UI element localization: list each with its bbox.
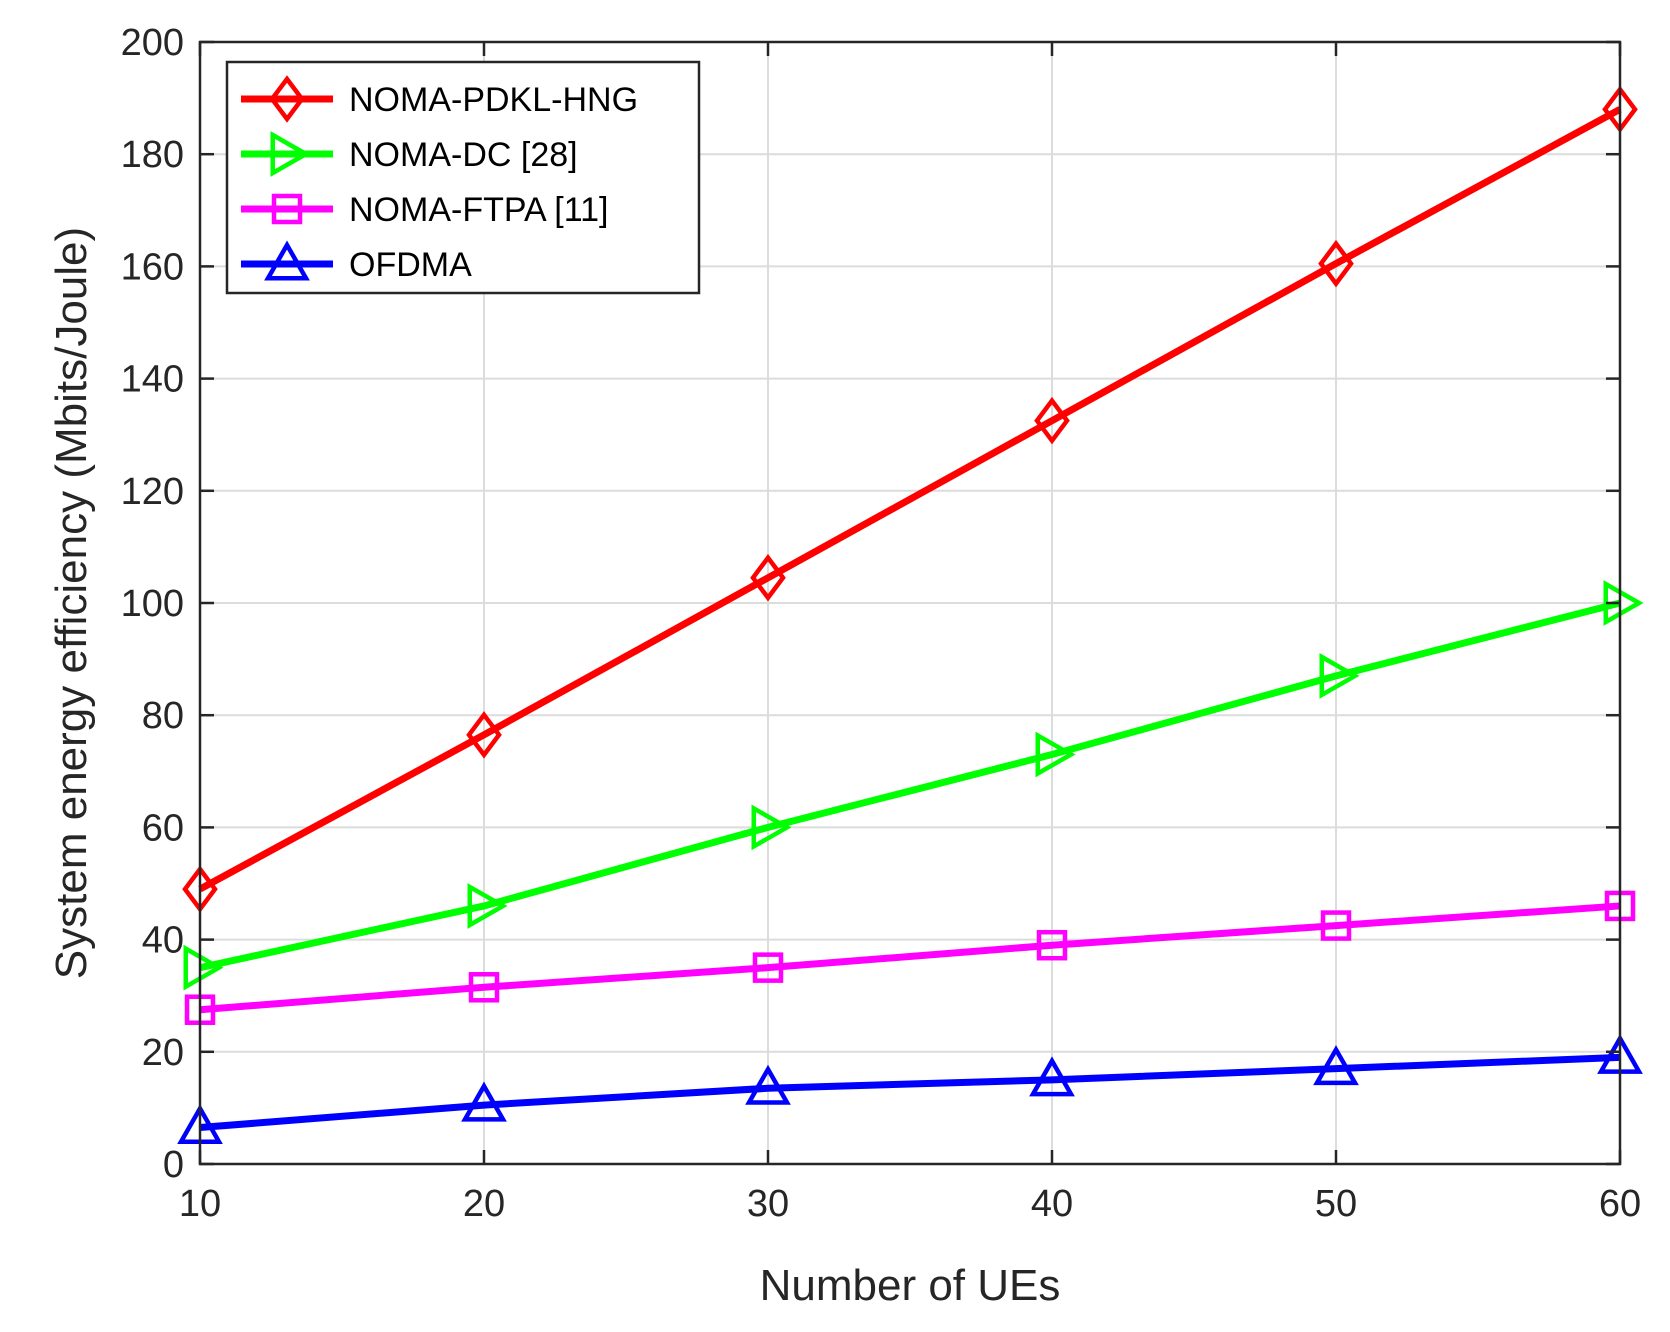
legend-box [225,60,701,295]
legend-marker [271,193,303,225]
legend-entry: NOMA-DC [28] [241,131,578,177]
y-tick-label: 180 [121,134,184,176]
legend-marker [269,75,305,123]
y-tick-label: 120 [121,471,184,513]
series-3 [184,890,1636,1025]
series-line [199,902,1621,1014]
data-point [461,1081,507,1122]
data-point [1036,929,1068,961]
legend-entry: NOMA-PDKL-HNG [241,75,638,123]
y-tick-label: 80 [142,695,184,737]
y-tick-label: 40 [142,920,184,962]
legend-label: OFDMA [349,246,472,284]
x-tick-label: 40 [1031,1183,1073,1225]
legend-label: NOMA-FTPA [11] [349,191,608,229]
series-line [199,1053,1621,1132]
data-point [183,944,224,991]
data-point [752,952,784,983]
data-point [1318,239,1354,288]
x-tick-label: 50 [1315,1183,1357,1225]
y-tick-label: 140 [121,359,184,401]
data-point [1319,653,1360,699]
data-point [1320,910,1352,941]
y-tick-label: 20 [142,1032,184,1074]
legend-marker [270,131,311,177]
y-tick-label: 160 [121,246,184,288]
axis-ticks: 10 20 30 40 50 60 0 20 40 60 80 100 120 140 160 180 200 [121,22,1642,1225]
y-tick-label: 100 [121,583,184,625]
legend-label: NOMA-DC [28] [349,136,578,174]
x-tick-label: 20 [463,1183,505,1225]
grid-lines [199,41,1621,1165]
legend-label: NOMA-PDKL-HNG [349,81,638,119]
series-line [198,106,1622,893]
series-line [199,599,1621,972]
data-point [1603,580,1644,626]
x-tick-label: 60 [1599,1183,1641,1225]
y-tick-label: 60 [142,807,184,849]
series-2 [183,580,1644,991]
legend-entry: OFDMA [241,240,472,284]
data-point [745,1064,791,1105]
data-point [467,883,508,929]
data-point [750,554,786,602]
data-series [177,85,1644,1145]
legend-marker [264,240,310,281]
legend-entry: NOMA-FTPA [11] [241,191,608,229]
y-tick-label: 200 [121,22,184,64]
data-point [466,711,502,759]
y-tick-label: 0 [163,1144,184,1186]
x-tick-label: 10 [179,1183,221,1225]
data-point [751,804,792,851]
data-point [1029,1056,1075,1097]
legend: NOMA-PDKL-HNG NOMA-DC [28] NOMA-FTPA [11] O… [225,60,701,295]
x-tick-label: 30 [747,1183,789,1225]
x-axis-title: Number of UEs [760,1261,1061,1310]
data-point [1034,396,1070,445]
data-point [468,972,500,1003]
data-point [1035,731,1076,778]
data-point [1313,1045,1359,1086]
y-axis-title: System energy efficiency (Mbits/Joule) [47,227,96,979]
